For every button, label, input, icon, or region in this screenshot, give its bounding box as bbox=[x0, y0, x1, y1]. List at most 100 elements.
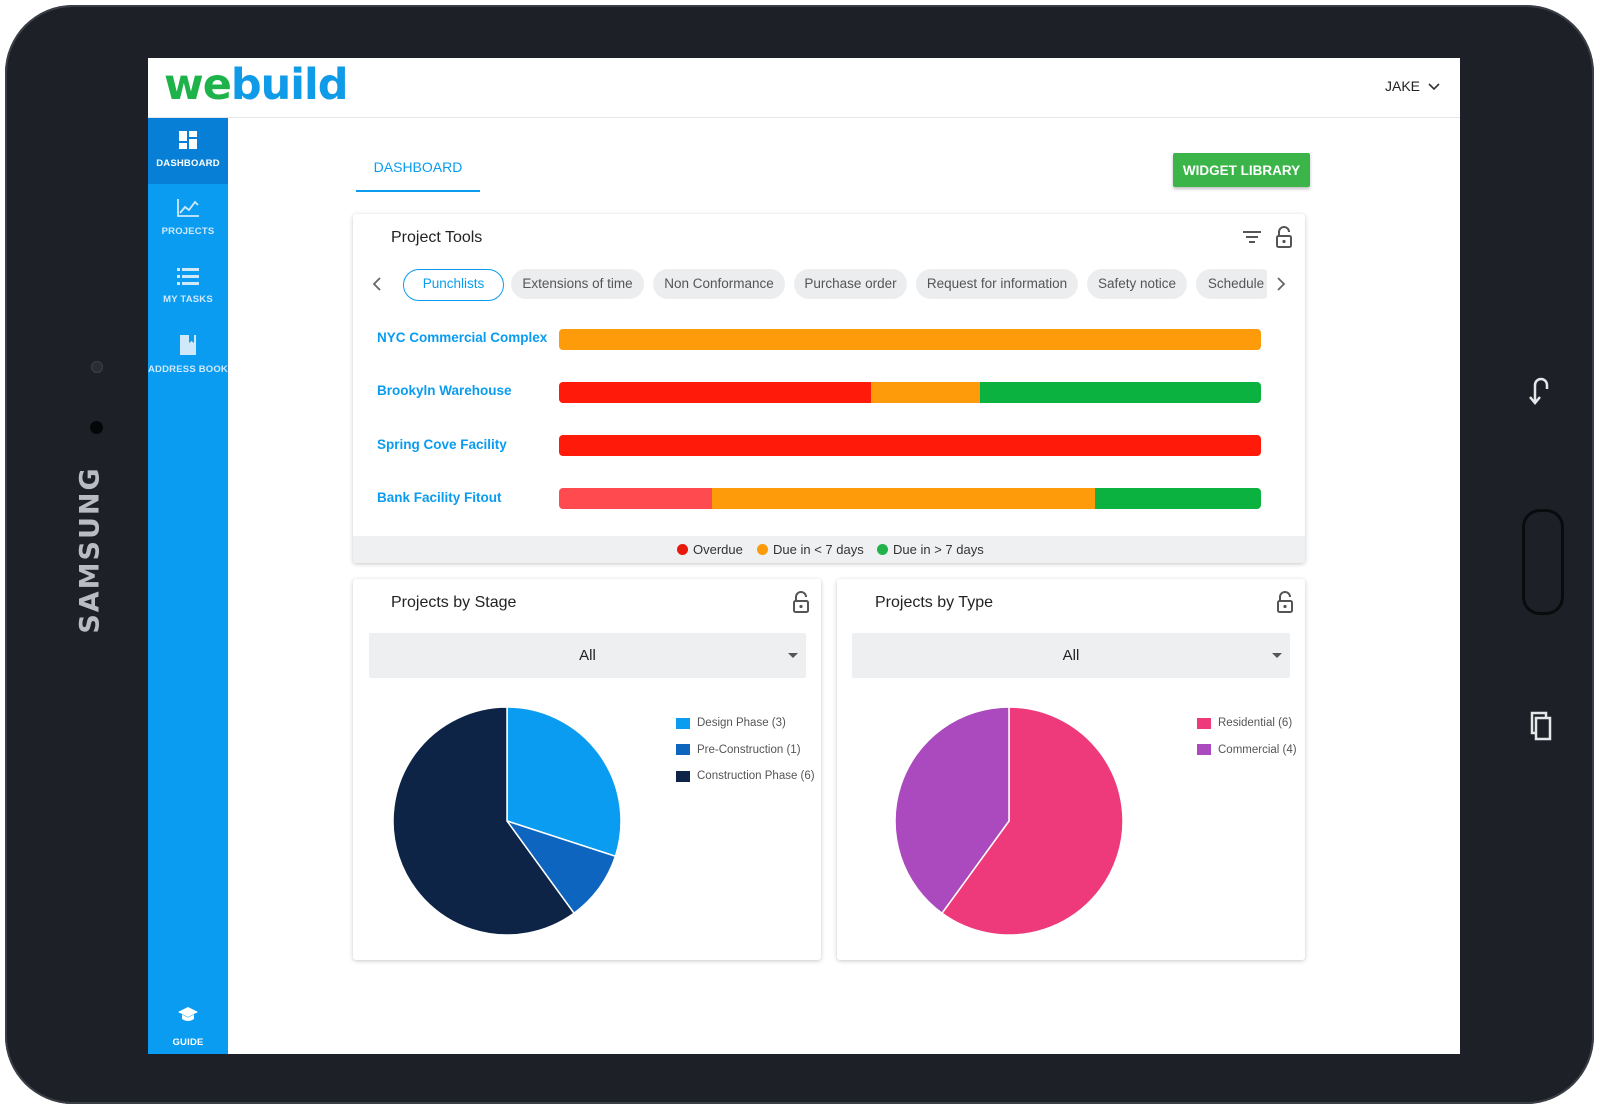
card-title: Project Tools bbox=[391, 229, 483, 246]
proximity-sensor bbox=[91, 361, 103, 373]
sidebar-item-address-book[interactable]: ADDRESS BOOK bbox=[148, 322, 228, 388]
recent-apps-key-icon[interactable] bbox=[1525, 709, 1555, 743]
project-link[interactable]: NYC Commercial Complex bbox=[377, 330, 548, 345]
status-segment-due_soon[interactable] bbox=[712, 488, 1096, 509]
legend-swatch bbox=[1197, 744, 1211, 756]
card-title: Projects by Stage bbox=[391, 594, 517, 611]
legend-label: Due in > 7 days bbox=[893, 542, 984, 557]
sidebar-item-my-tasks[interactable]: MY TASKS bbox=[148, 254, 228, 320]
status-segment-due_later[interactable] bbox=[980, 382, 1261, 403]
device-brand: SAMSUNG bbox=[74, 466, 106, 634]
stage-filter-select[interactable]: All bbox=[369, 633, 806, 678]
stage-pie-chart bbox=[392, 706, 622, 936]
select-value: All bbox=[579, 647, 596, 664]
dropdown-caret-icon bbox=[1272, 653, 1282, 658]
status-segment-overdue[interactable] bbox=[559, 382, 872, 403]
pie-slice-residential[interactable] bbox=[940, 706, 1124, 936]
sidebar-item-projects[interactable]: PROJECTS bbox=[148, 186, 228, 252]
type-filter-select[interactable]: All bbox=[852, 633, 1290, 678]
chevron-down-icon bbox=[1428, 78, 1440, 94]
projects-by-stage-card: Projects by Stage All Design Phase (3) P… bbox=[353, 579, 821, 960]
chip-safety-notice[interactable]: Safety notice bbox=[1087, 269, 1187, 299]
status-legend: Overdue Due in < 7 days Due in > 7 days bbox=[353, 536, 1305, 563]
legend-item: Design Phase (3) bbox=[676, 710, 815, 737]
status-bar[interactable] bbox=[559, 435, 1261, 456]
select-value: All bbox=[1062, 647, 1080, 664]
status-segment-overdue[interactable] bbox=[559, 435, 1261, 456]
legend-item: Pre-Construction (1) bbox=[676, 737, 815, 764]
card-title: Projects by Type bbox=[875, 594, 993, 611]
status-bar[interactable] bbox=[559, 329, 1261, 350]
webuild-logo[interactable]: webuild bbox=[164, 60, 349, 110]
graduation-cap-icon bbox=[178, 1007, 198, 1021]
overdue-dot bbox=[677, 544, 688, 555]
projects-by-type-card: Projects by Type All Residential (6) Com… bbox=[837, 579, 1305, 960]
chip-punchlists[interactable]: Punchlists bbox=[403, 269, 504, 301]
status-segment-due_soon[interactable] bbox=[871, 382, 981, 403]
home-button[interactable] bbox=[1522, 509, 1564, 615]
lock-icon[interactable] bbox=[792, 591, 810, 618]
status-segment-due_soon[interactable] bbox=[559, 329, 1261, 350]
lock-icon[interactable] bbox=[1276, 591, 1294, 618]
user-name: JAKE bbox=[1384, 78, 1420, 94]
legend-label: Due in < 7 days bbox=[773, 542, 864, 557]
user-menu[interactable]: JAKE bbox=[1385, 78, 1440, 94]
type-legend: Residential (6) Commercial (4) bbox=[1197, 710, 1297, 763]
book-icon bbox=[180, 335, 196, 355]
legend-label: Residential (6) bbox=[1218, 717, 1293, 730]
pie-slice-construction-phase[interactable] bbox=[392, 706, 576, 936]
tool-chips: Punchlists Extensions of time Non Confor… bbox=[401, 268, 1267, 302]
app-screen: webuild JAKE DASHBOARD PROJECTS MY TASKS… bbox=[148, 58, 1460, 1054]
sidebar: DASHBOARD PROJECTS MY TASKS ADDRESS BOOK… bbox=[148, 118, 228, 1054]
sidebar-item-guide[interactable]: GUIDE bbox=[148, 1006, 228, 1048]
legend-item: Commercial (4) bbox=[1197, 737, 1297, 764]
chip-purchase-order[interactable]: Purchase order bbox=[794, 269, 907, 299]
legend-label: Pre-Construction (1) bbox=[697, 743, 801, 756]
legend-swatch bbox=[676, 770, 690, 782]
back-key-icon[interactable] bbox=[1525, 373, 1555, 407]
chip-request-for-information[interactable]: Request for information bbox=[916, 269, 1078, 299]
chevron-left-icon[interactable] bbox=[372, 277, 382, 296]
lock-icon[interactable] bbox=[1275, 226, 1293, 253]
legend-label: Design Phase (3) bbox=[697, 717, 786, 730]
stage-legend: Design Phase (3) Pre-Construction (1) Co… bbox=[676, 710, 815, 790]
project-link[interactable]: Bank Facility Fitout bbox=[377, 490, 502, 505]
project-tools-card: Project Tools Punchlists Extensions of t… bbox=[353, 214, 1305, 563]
legend-label: Overdue bbox=[693, 542, 743, 557]
legend-label: Commercial (4) bbox=[1218, 743, 1297, 756]
status-bar[interactable] bbox=[559, 382, 1261, 403]
chip-schedule[interactable]: Schedule bbox=[1196, 269, 1267, 299]
chevron-right-icon[interactable] bbox=[1276, 277, 1286, 296]
legend-item: Residential (6) bbox=[1197, 710, 1297, 737]
guide-label: GUIDE bbox=[172, 1037, 204, 1048]
pie-slice-design-phase[interactable] bbox=[506, 706, 622, 858]
status-segment-due_later[interactable] bbox=[1095, 488, 1261, 509]
top-bar: webuild JAKE bbox=[148, 58, 1460, 118]
dashboard-icon bbox=[179, 131, 197, 149]
front-camera bbox=[90, 421, 103, 434]
chip-non-conformance[interactable]: Non Conformance bbox=[653, 269, 785, 299]
status-bar[interactable] bbox=[559, 488, 1261, 509]
chart-line-icon bbox=[177, 199, 199, 217]
sidebar-item-label: PROJECTS bbox=[161, 226, 215, 237]
project-link[interactable]: Spring Cove Facility bbox=[377, 437, 507, 452]
chip-extensions-of-time[interactable]: Extensions of time bbox=[511, 269, 644, 299]
sidebar-item-label: MY TASKS bbox=[163, 294, 213, 305]
legend-swatch bbox=[1197, 717, 1211, 729]
status-segment-overdue_light[interactable] bbox=[559, 488, 713, 509]
legend-swatch bbox=[676, 744, 690, 756]
type-pie-chart bbox=[894, 706, 1124, 936]
list-icon bbox=[177, 268, 199, 285]
pie-slice-commercial[interactable] bbox=[894, 706, 1010, 915]
sidebar-item-label: ADDRESS BOOK bbox=[148, 364, 228, 375]
sidebar-item-dashboard[interactable]: DASHBOARD bbox=[148, 118, 228, 184]
filter-icon[interactable] bbox=[1242, 229, 1262, 250]
legend-label: Construction Phase (6) bbox=[697, 770, 815, 783]
sidebar-item-label: DASHBOARD bbox=[156, 158, 220, 169]
tab-dashboard[interactable]: DASHBOARD bbox=[356, 156, 480, 192]
pie-slice-pre-construction[interactable] bbox=[505, 819, 617, 915]
due-later-dot bbox=[877, 544, 888, 555]
project-link[interactable]: Brookyln Warehouse bbox=[377, 383, 512, 398]
dropdown-caret-icon bbox=[788, 653, 798, 658]
widget-library-button[interactable]: WIDGET LIBRARY bbox=[1173, 153, 1310, 187]
